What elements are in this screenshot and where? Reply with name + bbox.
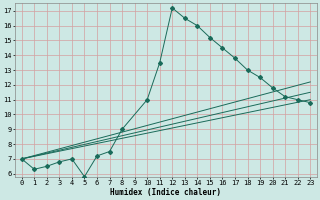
X-axis label: Humidex (Indice chaleur): Humidex (Indice chaleur) (110, 188, 221, 197)
